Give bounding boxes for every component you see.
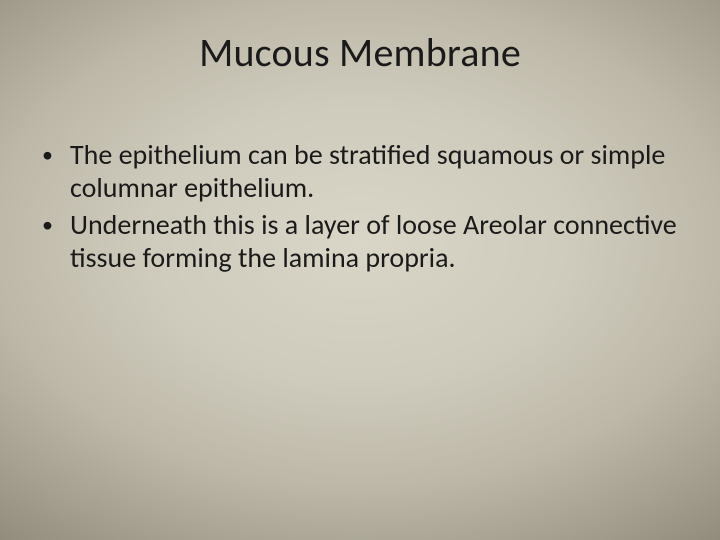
bullet-text: The epithelium can be stratified squamou… bbox=[70, 138, 692, 204]
slide: Mucous Membrane • The epithelium can be … bbox=[0, 0, 720, 540]
bullet-text: Underneath this is a layer of loose Areo… bbox=[70, 208, 692, 274]
slide-body: • The epithelium can be stratified squam… bbox=[38, 138, 692, 278]
bullet-marker-icon: • bbox=[38, 208, 70, 238]
bullet-item: • The epithelium can be stratified squam… bbox=[38, 138, 692, 204]
bullet-item: • Underneath this is a layer of loose Ar… bbox=[38, 208, 692, 274]
slide-title: Mucous Membrane bbox=[0, 28, 720, 77]
bullet-marker-icon: • bbox=[38, 138, 70, 168]
